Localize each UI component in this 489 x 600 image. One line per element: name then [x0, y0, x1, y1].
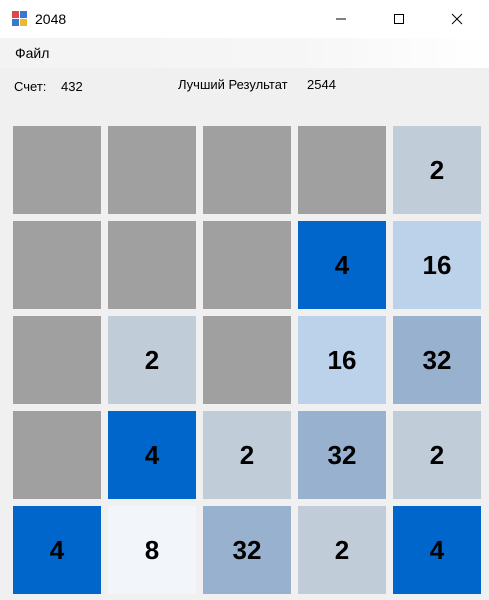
tile-empty — [13, 126, 101, 214]
tile-empty — [108, 221, 196, 309]
tile-2: 2 — [203, 411, 291, 499]
minimize-button[interactable] — [318, 0, 364, 38]
tile-empty — [203, 221, 291, 309]
tile-4: 4 — [13, 506, 101, 594]
score-value: 432 — [61, 79, 83, 94]
menu-file[interactable]: Файл — [15, 45, 50, 61]
tile-empty — [13, 411, 101, 499]
tile-4: 4 — [108, 411, 196, 499]
tile-16: 16 — [298, 316, 386, 404]
tile-2: 2 — [298, 506, 386, 594]
minimize-icon — [336, 18, 346, 20]
window-title: 2048 — [35, 11, 67, 27]
tile-2: 2 — [393, 126, 481, 214]
tile-16: 16 — [393, 221, 481, 309]
tile-empty — [108, 126, 196, 214]
tile-empty — [298, 126, 386, 214]
tile-8: 8 — [108, 506, 196, 594]
close-button[interactable] — [434, 0, 480, 38]
menu-bar: Файл — [0, 38, 489, 68]
app-icon — [12, 11, 27, 26]
tile-32: 32 — [393, 316, 481, 404]
tile-2: 2 — [108, 316, 196, 404]
score-label: Счет: — [14, 79, 47, 94]
tile-32: 32 — [298, 411, 386, 499]
game-board: 2 4 16 2 16 32 4 2 32 2 4 8 32 2 4 — [13, 126, 486, 600]
best-score-label: Лучший Результат — [178, 77, 288, 92]
maximize-button[interactable] — [376, 0, 422, 38]
best-score-value: 2544 — [307, 77, 336, 92]
title-bar: 2048 — [0, 0, 489, 38]
tile-empty — [13, 316, 101, 404]
tile-empty — [203, 126, 291, 214]
tile-32: 32 — [203, 506, 291, 594]
tile-4: 4 — [298, 221, 386, 309]
tile-empty — [13, 221, 101, 309]
tile-2: 2 — [393, 411, 481, 499]
maximize-icon — [394, 14, 404, 24]
tile-empty — [203, 316, 291, 404]
tile-4: 4 — [393, 506, 481, 594]
close-icon — [451, 13, 463, 25]
